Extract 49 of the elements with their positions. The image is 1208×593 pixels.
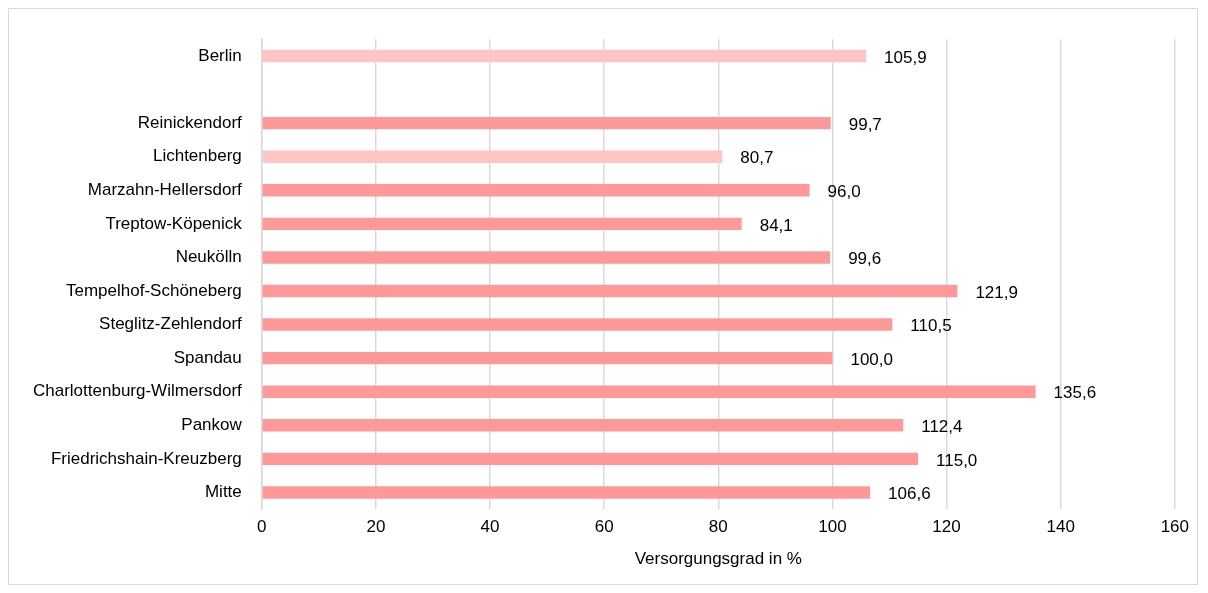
x-tick-label: 20 [366,517,386,537]
data-label: 121,9 [975,282,1018,302]
y-tick-label: Neukölln [175,247,242,267]
data-label: 99,6 [848,249,882,269]
x-tick-label: 160 [1160,517,1190,537]
bar [262,49,867,63]
bar [262,486,871,499]
x-tick-label: 0 [257,517,267,537]
data-label: 96,0 [827,181,861,201]
bar [262,284,958,298]
x-tick-label: 120 [932,517,961,537]
bar [262,150,723,163]
y-tick-label: Berlin [198,45,242,65]
x-tick-label: 80 [708,517,728,537]
data-label: 135,6 [1053,383,1097,403]
y-tick-label: Lichtenberg [152,146,242,166]
x-tick-label: 60 [594,517,614,537]
bar [262,452,919,466]
bar [262,116,831,130]
data-label: 106,6 [888,484,931,504]
data-label: 112,4 [921,416,963,436]
data-label: 99,7 [848,114,882,134]
bar [262,217,742,231]
y-tick-label: Treptow-Köpenick [105,213,243,233]
y-tick-label: Mitte [204,482,242,502]
data-label: 80,7 [740,148,774,168]
y-tick-label: Marzahn-Hellersdorf [87,179,243,199]
bar [262,351,833,365]
y-tick-label: Pankow [181,414,243,434]
x-tick-label: 40 [480,517,500,537]
data-label: 105,9 [884,47,927,67]
bar [262,184,810,197]
bar [262,385,1036,398]
data-label: 100,0 [850,349,893,369]
data-label: 115,0 [936,450,978,470]
x-tick-label: 140 [1046,517,1075,537]
y-tick-label: Tempelhof-Schöneberg [66,280,242,300]
y-tick-label: Steglitz-Zehlendorf [99,314,243,334]
x-tick-label: 100 [818,517,847,537]
data-label: 110,5 [910,316,952,336]
bar [262,419,904,432]
y-tick-label: Spandau [173,347,242,367]
y-tick-label: Reinickendorf [137,112,243,132]
y-tick-label: Charlottenburg-Wilmersdorf [32,381,243,401]
bar [262,318,893,331]
x-axis-title: Versorgungsgrad in % [634,549,802,569]
y-tick-label: Friedrichshain-Kreuzberg [50,448,242,468]
data-label: 84,1 [759,215,793,235]
bar [262,251,831,264]
